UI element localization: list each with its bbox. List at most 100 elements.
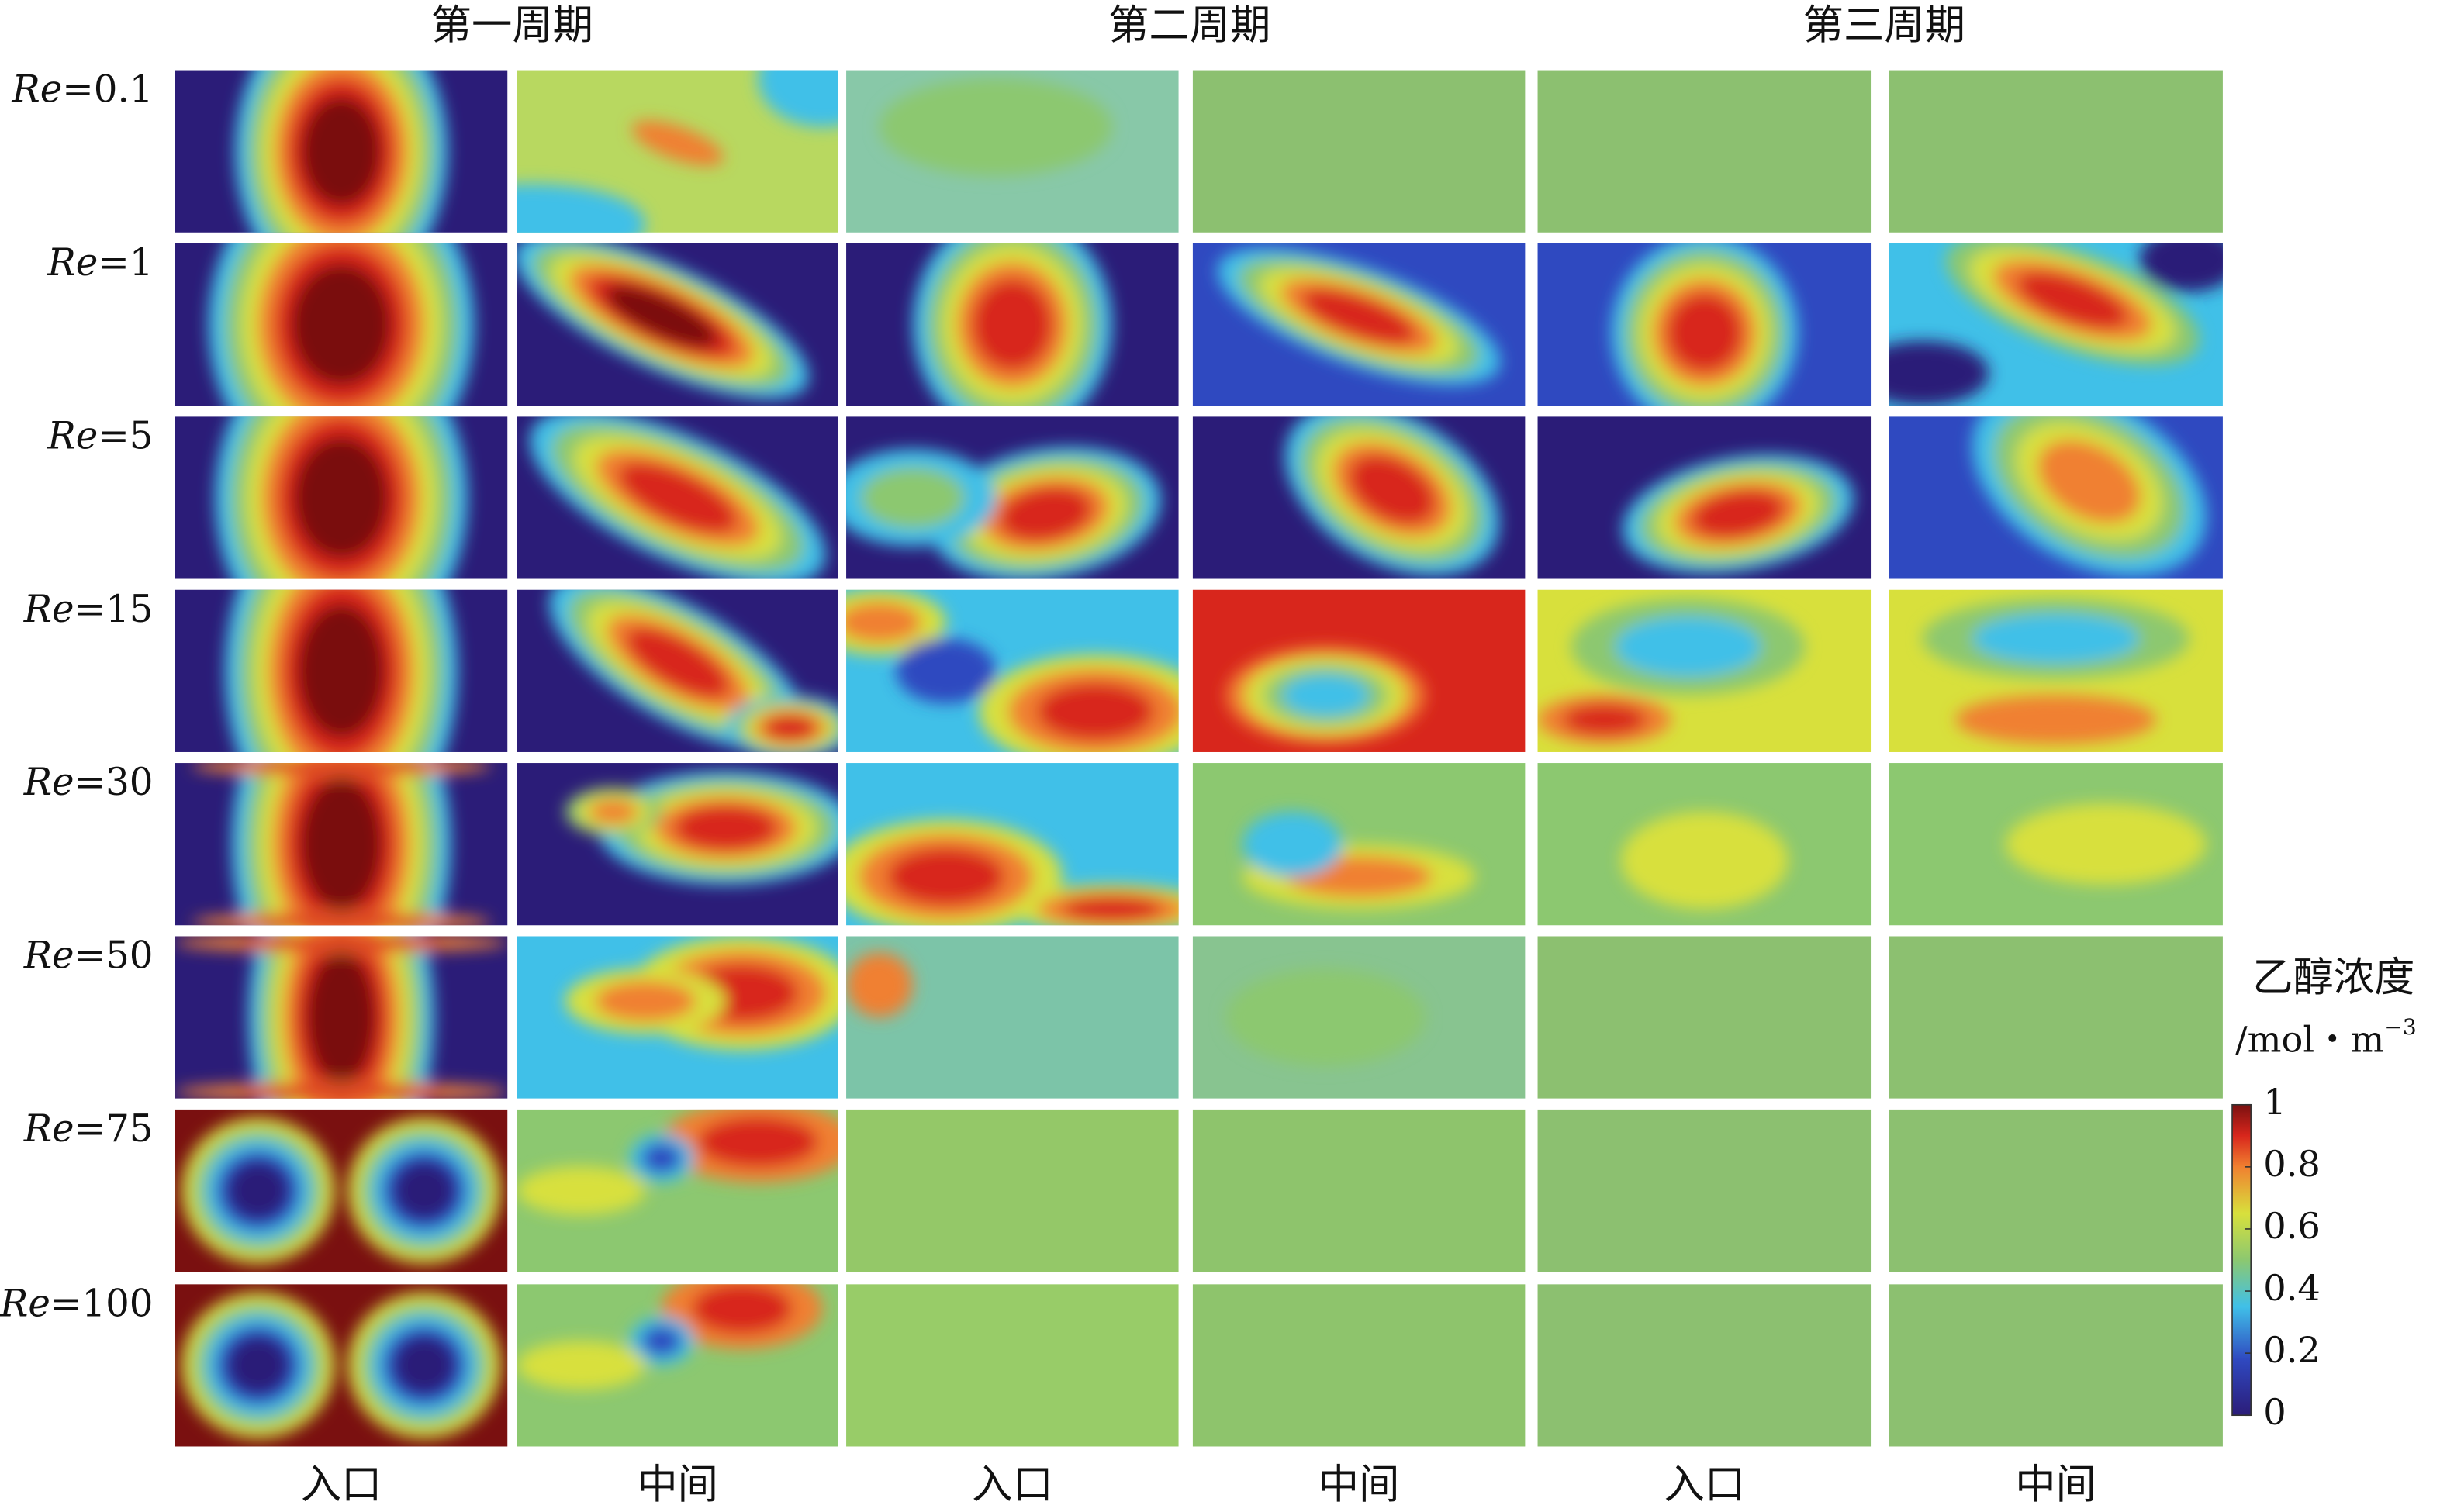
blobs [1972, 416, 2207, 577]
blob [896, 638, 996, 704]
row-label: Re=50 [23, 934, 154, 977]
column-label: 入口 [301, 1461, 382, 1508]
field-panel [175, 1284, 508, 1447]
blob [1281, 674, 1370, 717]
blob [2037, 440, 2141, 523]
re-symbol: Re [47, 241, 98, 285]
field-panel [175, 763, 508, 926]
blob [517, 1166, 646, 1215]
blob [618, 462, 738, 533]
unit-exponent: −3 [2384, 1014, 2417, 1040]
field-panel [1192, 589, 1526, 752]
blobs [912, 243, 1112, 406]
field-panel [1537, 589, 1872, 752]
field-panel [1537, 936, 1872, 1099]
blob [626, 627, 729, 698]
field-panel [1889, 763, 2223, 926]
blob [247, 916, 435, 926]
blobs [208, 243, 475, 406]
re-value: =50 [74, 934, 154, 977]
panel-bg [1537, 1109, 1872, 1272]
field-panel [1537, 1284, 1872, 1447]
field-panel [1192, 70, 1526, 233]
blob [1242, 811, 1343, 877]
colorbar-tick-label: 1 [2263, 1081, 2286, 1123]
blob [1302, 288, 1416, 344]
field-panel [1537, 1109, 1872, 1272]
blobs [225, 589, 458, 752]
re-symbol: Re [23, 934, 74, 977]
field-panel [1192, 243, 1526, 406]
blob [227, 1161, 289, 1220]
colorbar [2231, 1103, 2252, 1417]
blob [247, 763, 435, 773]
blob [297, 603, 385, 738]
blob [2006, 803, 2207, 885]
blob [589, 799, 638, 824]
field-panel [1889, 1284, 2223, 1447]
field-panel [517, 243, 838, 406]
blob [999, 487, 1092, 541]
row-label: Re=1 [47, 241, 153, 285]
field-panel [1889, 243, 2223, 406]
panels [175, 70, 2223, 1447]
field-panel [846, 416, 1179, 579]
blobs [1217, 247, 1501, 385]
blob [1955, 695, 2156, 744]
blobs [192, 763, 491, 926]
field-panel [1537, 763, 1872, 926]
field-panel [517, 70, 838, 233]
blob [306, 950, 377, 1085]
blob [293, 437, 389, 559]
blob [846, 602, 921, 643]
field-panel [1192, 416, 1526, 579]
blob [631, 120, 724, 166]
blobs [846, 589, 1179, 752]
blobs [175, 936, 508, 1099]
field-panel [1889, 589, 2223, 752]
colorbar-tick-label: 0.8 [2263, 1143, 2321, 1185]
panel-bg [1192, 1109, 1526, 1272]
blob [697, 1116, 819, 1168]
blobs [846, 952, 913, 1018]
blob [1972, 613, 2140, 665]
blobs [517, 243, 809, 399]
blob [606, 285, 717, 348]
blobs [2006, 803, 2207, 885]
blobs [1889, 243, 2223, 406]
blobs [846, 447, 1161, 579]
field-panel [517, 763, 838, 926]
field-panel [1192, 936, 1526, 1099]
blob [1349, 455, 1436, 524]
blobs [1621, 811, 1789, 910]
field-panel [175, 936, 508, 1099]
blobs [1225, 646, 1426, 744]
field-panel [517, 1284, 838, 1447]
re-symbol: Re [47, 414, 98, 457]
re-value: =75 [74, 1106, 154, 1150]
row-label: Re=5 [47, 414, 153, 457]
column-label: 入口 [1664, 1461, 1746, 1508]
blob [972, 278, 1052, 371]
re-symbol: Re [23, 587, 74, 630]
blob [1037, 683, 1154, 740]
re-value: =0.1 [62, 67, 153, 111]
blob [393, 1161, 455, 1220]
panel-bg [1889, 70, 2223, 233]
re-value: =15 [74, 587, 154, 630]
blob [758, 70, 838, 127]
field-panel [1889, 936, 2223, 1099]
blob [1621, 811, 1789, 910]
field-panel [1889, 70, 2223, 233]
blobs [1622, 454, 1854, 574]
blob [291, 264, 392, 386]
re-value: =30 [74, 761, 154, 804]
panel-bg [846, 1109, 1179, 1272]
column-group-title: 第三周期 [1803, 2, 1965, 49]
blob [860, 467, 965, 529]
blobs [1242, 811, 1476, 910]
blob [1692, 490, 1785, 538]
column-label: 中间 [637, 1461, 718, 1508]
field-panel [175, 1109, 508, 1272]
re-value: =100 [50, 1282, 154, 1325]
